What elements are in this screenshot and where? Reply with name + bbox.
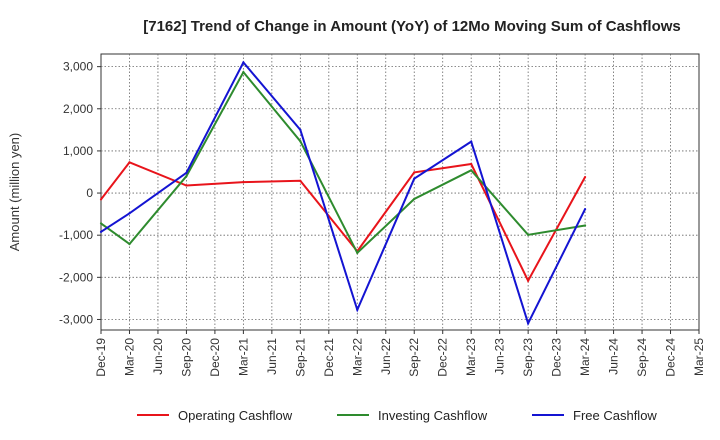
grid-layer [101, 54, 699, 330]
x-tick-label: Sep-23 [521, 338, 535, 377]
free-cashflow-point [242, 61, 245, 64]
x-tick-label: Jun-22 [379, 338, 393, 375]
y-tick-label: -2,000 [59, 270, 93, 284]
investing-cashflow-point [583, 224, 587, 227]
free-cashflow-point [185, 171, 188, 174]
investing-cashflow-point [299, 140, 302, 143]
y-tick-label: 2,000 [63, 102, 93, 116]
operating-cashflow-point [583, 175, 587, 179]
y-tick-label: -1,000 [59, 228, 93, 242]
investing-cashflow-line [100, 70, 586, 255]
investing-cashflow-point [242, 71, 245, 74]
x-tick-label: Mar-23 [464, 338, 478, 376]
investing-cashflow-legend-label: Investing Cashflow [378, 408, 488, 423]
y-tick-label: 3,000 [63, 60, 93, 74]
y-tick-labels: 3,000 2,000 1,000 0 -1,000 -2,000 -3,000 [59, 60, 101, 326]
investing-cashflow-point [470, 169, 473, 172]
x-tick-labels: Dec-19 Mar-20 Jun-20 Sep-20 Dec-20 Mar-21 Jun-… [94, 330, 706, 377]
free-cashflow-point [356, 308, 359, 311]
free-cashflow-legend-label: Free Cashflow [573, 408, 657, 423]
x-tick-label: Mar-24 [578, 338, 592, 376]
investing-cashflow-point [413, 197, 416, 201]
x-tick-label: Dec-22 [436, 338, 450, 377]
free-cashflow-point [527, 322, 530, 325]
x-tick-label: Jun-20 [151, 338, 165, 375]
y-tick-label: -3,000 [59, 312, 93, 326]
investing-cashflow-point [185, 175, 188, 178]
y-tick-label: 0 [86, 186, 93, 200]
investing-cashflow-point [99, 222, 103, 225]
operating-cashflow-legend-label: Operating Cashflow [178, 408, 293, 423]
operating-cashflow-line [100, 161, 586, 283]
x-tick-label: Sep-24 [635, 338, 649, 377]
x-tick-label: Dec-21 [322, 338, 336, 377]
series-layer [99, 60, 587, 326]
chart-title: [7162] Trend of Change in Amount (YoY) o… [143, 18, 681, 35]
x-tick-label: Sep-20 [179, 338, 193, 377]
x-tick-label: Mar-22 [350, 338, 364, 376]
operating-cashflow-point [99, 198, 103, 201]
free-cashflow-point [99, 230, 103, 233]
y-tick-label: 1,000 [63, 144, 93, 158]
x-tick-label: Mar-20 [122, 338, 136, 376]
free-cashflow-line [100, 60, 586, 326]
x-tick-label: Dec-23 [550, 338, 564, 377]
x-tick-label: Jun-24 [607, 338, 621, 375]
x-tick-label: Dec-20 [208, 338, 222, 377]
x-tick-label: Jun-23 [493, 338, 507, 375]
operating-cashflow-point [413, 171, 416, 174]
free-cashflow-point [413, 177, 416, 180]
operating-cashflow-point [128, 161, 131, 164]
operating-cashflow-point [470, 162, 473, 166]
x-tick-label: Mar-21 [236, 338, 250, 376]
x-tick-label: Dec-24 [664, 338, 678, 377]
legend: Operating Cashflow Investing Cashflow Free… [137, 408, 657, 423]
x-tick-label: Jun-21 [265, 338, 279, 375]
x-tick-label: Sep-22 [407, 338, 421, 377]
operating-cashflow-point [242, 180, 245, 184]
free-cashflow-point [583, 207, 587, 211]
x-tick-label: Dec-19 [94, 338, 108, 377]
investing-cashflow-point [527, 233, 530, 236]
free-cashflow-point [128, 212, 131, 215]
x-tick-label: Sep-21 [293, 338, 307, 377]
x-tick-label: Mar-25 [692, 338, 706, 376]
y-axis-label: Amount (million yen) [7, 133, 22, 252]
operating-cashflow-point [185, 184, 188, 187]
free-cashflow-point [299, 128, 302, 131]
investing-cashflow-point [128, 242, 131, 246]
free-cashflow-point [470, 140, 473, 143]
operating-cashflow-point [299, 179, 302, 182]
operating-cashflow-point [527, 279, 530, 282]
investing-cashflow-point [356, 251, 359, 254]
